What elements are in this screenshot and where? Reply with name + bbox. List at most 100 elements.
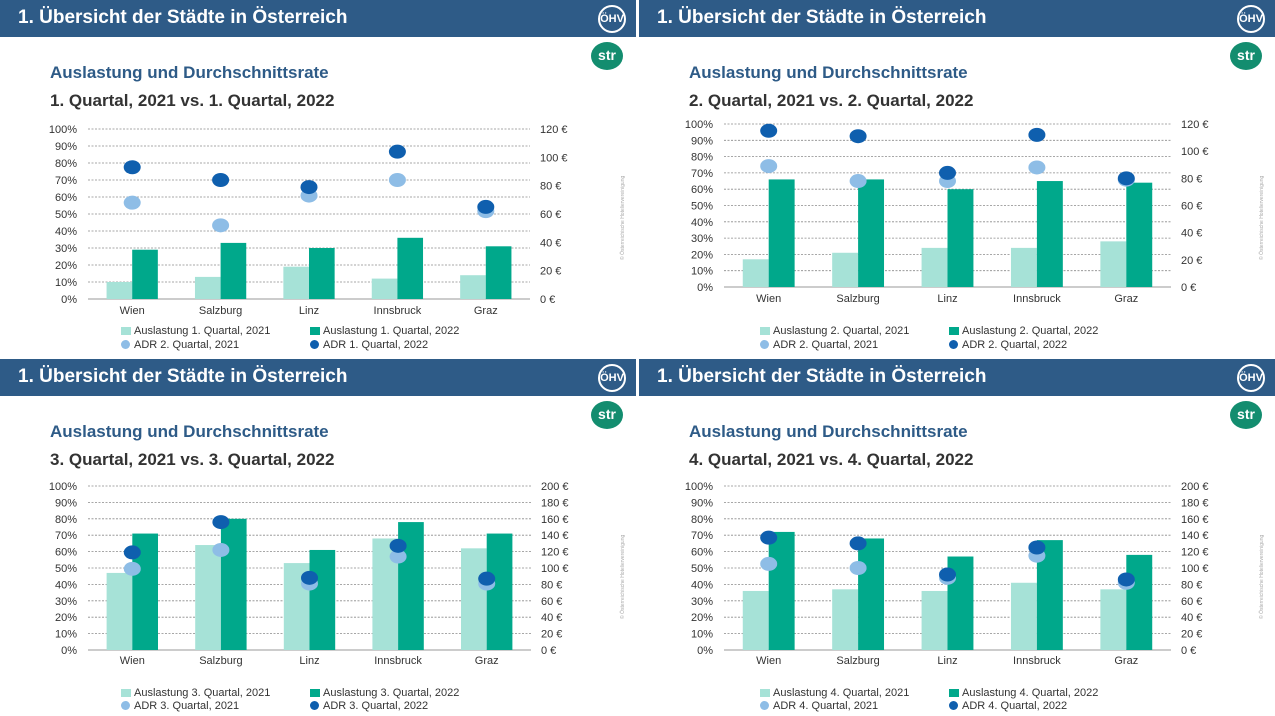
credit-text: © Österreichische Hoteliervereinigung <box>1259 535 1269 619</box>
legend-label: ADR 3. Quartal, 2022 <box>323 700 429 712</box>
x-category-label: Salzburg <box>199 655 242 667</box>
x-category-label: Linz <box>937 293 957 305</box>
chart-subtitle: Auslastung und Durchschnittsrate <box>689 63 968 82</box>
y-left-tick-label: 30% <box>55 243 77 255</box>
bar-2021 <box>832 252 859 287</box>
legend-item: ADR 1. Quartal, 2022 <box>310 339 428 351</box>
legend-item: ADR 4. Quartal, 2022 <box>949 700 1067 712</box>
adr-dot-2022 <box>849 129 867 144</box>
y-left-tick-label: 80% <box>55 158 77 170</box>
y-left-tick-label: 80% <box>55 514 77 526</box>
y-right-tick-label: 120 € <box>540 124 568 136</box>
y-left-tick-label: 10% <box>55 629 77 641</box>
y-left-tick-label: 100% <box>685 481 713 493</box>
y-left-tick-label: 40% <box>691 217 713 229</box>
y-left-tick-label: 100% <box>49 124 77 136</box>
chart-legend: Auslastung 3. Quartal, 2021 Auslastung 3… <box>121 687 481 716</box>
chart-legend: Auslastung 4. Quartal, 2021 Auslastung 4… <box>760 687 1120 716</box>
adr-dot-2022 <box>760 123 778 138</box>
y-left-tick-label: 50% <box>55 563 77 575</box>
x-category-label: Innsbruck <box>1013 655 1061 667</box>
legend-item: Auslastung 3. Quartal, 2022 <box>310 687 459 699</box>
legend-item: Auslastung 1. Quartal, 2021 <box>121 325 270 337</box>
bar-2022 <box>858 179 885 287</box>
y-right-tick-label: 20 € <box>541 629 562 641</box>
bar-2021 <box>460 275 486 299</box>
y-left-tick-label: 50% <box>691 201 713 213</box>
y-left-tick-label: 10% <box>691 266 713 278</box>
legend-label: Auslastung 4. Quartal, 2022 <box>962 687 1099 699</box>
bar-2021 <box>742 590 769 650</box>
y-right-tick-label: 200 € <box>1181 481 1209 493</box>
adr-dot-2022 <box>939 165 956 180</box>
chart-title: 2. Quartal, 2021 vs. 2. Quartal, 2022 <box>689 91 974 110</box>
y-right-tick-label: 0 € <box>541 645 556 657</box>
y-right-tick-label: 100 € <box>540 152 568 164</box>
x-category-label: Salzburg <box>199 305 242 317</box>
legend-label: Auslastung 3. Quartal, 2021 <box>134 687 271 699</box>
panel-header-title: 1. Übersicht der Städte in Österreich <box>18 366 348 387</box>
legend-item: Auslastung 4. Quartal, 2022 <box>949 687 1098 699</box>
bar-2022 <box>768 531 795 650</box>
adr-dot-2021 <box>849 174 867 189</box>
legend-swatch <box>949 327 959 335</box>
y-right-tick-label: 200 € <box>541 481 569 493</box>
y-left-tick-label: 0% <box>61 645 77 657</box>
x-category-label: Wien <box>756 293 781 305</box>
chart-panel: 1. Übersicht der Städte in Österreich ÖH… <box>639 0 1275 357</box>
panel-header-title: 1. Übersicht der Städte in Österreich <box>657 366 987 387</box>
adr-dot-2022 <box>1117 171 1135 186</box>
bar-2021 <box>1010 582 1037 650</box>
x-category-label: Salzburg <box>836 655 879 667</box>
x-category-label: Linz <box>299 655 319 667</box>
y-left-tick-label: 40% <box>691 579 713 591</box>
bar-2022 <box>397 237 424 299</box>
oehv-logo: ÖHV <box>598 5 626 33</box>
y-right-tick-label: 20 € <box>1181 629 1202 641</box>
y-left-tick-label: 10% <box>55 277 77 289</box>
bar-2021 <box>106 282 133 299</box>
chart-subtitle: Auslastung und Durchschnittsrate <box>689 422 968 441</box>
legend-label: ADR 2. Quartal, 2022 <box>962 339 1068 351</box>
y-left-tick-label: 50% <box>55 209 77 221</box>
legend-label: ADR 2. Quartal, 2021 <box>773 339 879 351</box>
bar-2022 <box>1126 554 1153 650</box>
bar-2022 <box>858 538 885 650</box>
bar-2022 <box>947 189 974 287</box>
panel-header-title: 1. Übersicht der Städte in Österreich <box>18 7 348 28</box>
chart-title: 1. Quartal, 2021 vs. 1. Quartal, 2022 <box>50 91 335 110</box>
y-right-tick-label: 40 € <box>1181 228 1202 240</box>
adr-dot-2022 <box>212 173 230 187</box>
chart-plot: 0% 10% 20% 30% 40% 50% 60% 70% 80% 90% 100% 0 € 20 €… <box>49 124 568 317</box>
y-right-tick-label: 0 € <box>1181 282 1196 294</box>
y-left-tick-label: 40% <box>55 579 77 591</box>
adr-dot-2022 <box>212 515 230 530</box>
legend-item: ADR 2. Quartal, 2021 <box>121 339 239 351</box>
panel-header: 1. Übersicht der Städte in Österreich ÖH… <box>639 359 1275 396</box>
adr-dot-2021 <box>1028 160 1046 175</box>
y-right-tick-label: 80 € <box>541 579 562 591</box>
legend-label: ADR 1. Quartal, 2022 <box>323 339 429 351</box>
panel-header: 1. Übersicht der Städte in Österreich ÖH… <box>0 0 636 37</box>
legend-label: Auslastung 1. Quartal, 2021 <box>134 325 271 337</box>
y-right-tick-label: 80 € <box>1181 579 1202 591</box>
x-category-label: Linz <box>299 305 319 317</box>
y-left-tick-label: 80% <box>691 514 713 526</box>
x-category-label: Wien <box>120 305 145 317</box>
credit-label: © Österreichische Hoteliervereinigung <box>620 175 626 260</box>
legend-item: Auslastung 4. Quartal, 2021 <box>760 687 909 699</box>
bar-2021 <box>1010 247 1037 287</box>
legend-swatch <box>760 689 770 697</box>
legend-label: Auslastung 4. Quartal, 2021 <box>773 687 910 699</box>
y-right-tick-label: 80 € <box>540 181 561 193</box>
bar-2022 <box>768 179 795 287</box>
x-category-label: Graz <box>1114 655 1138 667</box>
y-right-tick-label: 100 € <box>1181 563 1209 575</box>
y-right-tick-label: 100 € <box>1181 146 1209 158</box>
y-left-tick-label: 100% <box>685 119 713 131</box>
y-right-tick-label: 20 € <box>540 266 561 278</box>
bar-2022 <box>309 248 335 299</box>
adr-dot-2022 <box>760 530 778 545</box>
x-category-label: Linz <box>937 655 957 667</box>
y-right-tick-label: 100 € <box>541 563 569 575</box>
